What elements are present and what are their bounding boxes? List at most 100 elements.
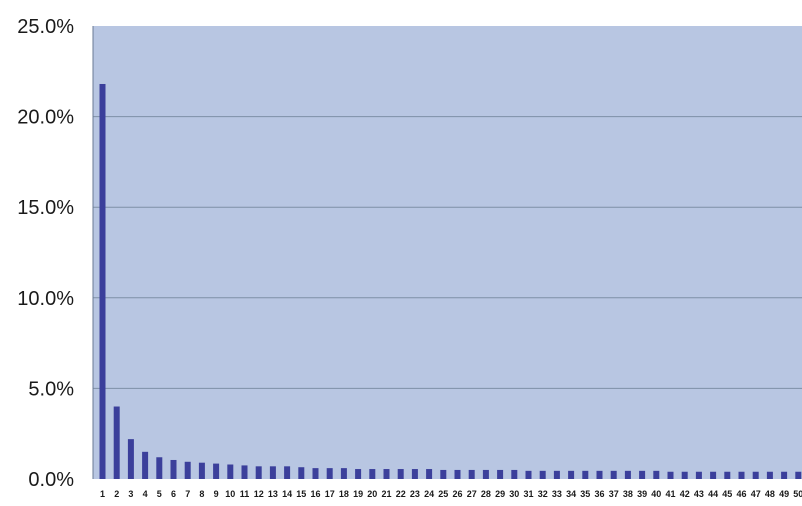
bar-45 xyxy=(724,471,731,479)
y-axis-ticks: 0.0% 5.0% 10.0% 15.0% 20.0% 25.0% xyxy=(17,16,74,491)
x-tick-label: 22 xyxy=(396,489,406,499)
x-tick-label: 20 xyxy=(367,489,377,499)
x-tick-label: 7 xyxy=(185,489,190,499)
plot-area xyxy=(93,26,802,479)
bar-42 xyxy=(681,471,688,479)
x-tick-label: 23 xyxy=(410,489,420,499)
x-tick-label: 14 xyxy=(282,489,292,499)
bar-44 xyxy=(710,471,717,479)
bar-10 xyxy=(227,464,234,479)
x-tick-label: 21 xyxy=(381,489,391,499)
bar-40 xyxy=(653,470,660,479)
bar-7 xyxy=(184,461,191,479)
x-tick-label: 10 xyxy=(225,489,235,499)
bar-20 xyxy=(369,469,376,479)
x-tick-label: 8 xyxy=(199,489,204,499)
bar-41 xyxy=(667,471,674,479)
x-tick-label: 48 xyxy=(765,489,775,499)
x-tick-label: 26 xyxy=(452,489,462,499)
x-tick-label: 39 xyxy=(637,489,647,499)
bar-43 xyxy=(695,471,702,479)
bar-33 xyxy=(553,470,560,479)
bar-28 xyxy=(482,469,489,479)
y-tick-label: 10.0% xyxy=(17,288,74,310)
x-tick-label: 16 xyxy=(310,489,320,499)
bar-46 xyxy=(738,471,745,479)
x-tick-label: 1 xyxy=(100,489,105,499)
bar-24 xyxy=(426,469,433,479)
x-tick-label: 41 xyxy=(665,489,675,499)
x-tick-label: 2 xyxy=(114,489,119,499)
bar-29 xyxy=(497,469,504,479)
bar-13 xyxy=(269,466,276,479)
x-tick-label: 36 xyxy=(594,489,604,499)
x-tick-label: 32 xyxy=(538,489,548,499)
bar-1 xyxy=(99,83,106,479)
bar-32 xyxy=(539,470,546,479)
bar-4 xyxy=(142,451,149,479)
bar-27 xyxy=(468,469,475,479)
bar-3 xyxy=(127,439,134,479)
x-tick-label: 5 xyxy=(157,489,162,499)
bar-50 xyxy=(795,471,802,479)
x-tick-label: 18 xyxy=(339,489,349,499)
x-tick-label: 43 xyxy=(694,489,704,499)
x-tick-label: 29 xyxy=(495,489,505,499)
bar-35 xyxy=(582,470,589,479)
x-tick-label: 15 xyxy=(296,489,306,499)
bar-17 xyxy=(326,468,333,479)
y-tick-label: 25.0% xyxy=(17,16,74,38)
bar-2 xyxy=(113,406,120,479)
bar-30 xyxy=(511,469,518,479)
x-tick-label: 42 xyxy=(680,489,690,499)
bar-11 xyxy=(241,465,248,479)
bar-22 xyxy=(397,469,404,479)
x-tick-label: 37 xyxy=(609,489,619,499)
bar-12 xyxy=(255,466,262,479)
x-tick-label: 28 xyxy=(481,489,491,499)
gridlines xyxy=(92,26,802,479)
bar-26 xyxy=(454,469,461,479)
x-tick-label: 31 xyxy=(523,489,533,499)
bar-49 xyxy=(781,471,788,479)
x-tick-label: 33 xyxy=(552,489,562,499)
x-tick-label: 13 xyxy=(268,489,278,499)
x-axis-ticks: 1 2 3 4 5 6 7 8 9 10 11 12 13 14 15 16 17 18 19 20 21 22 23 24 2… xyxy=(100,489,802,499)
bar-8 xyxy=(198,462,205,479)
bar-14 xyxy=(284,466,291,479)
bar-36 xyxy=(596,470,603,479)
x-tick-label: 12 xyxy=(254,489,264,499)
bar-19 xyxy=(355,469,362,479)
x-tick-label: 17 xyxy=(325,489,335,499)
bar-31 xyxy=(525,470,532,479)
x-tick-label: 49 xyxy=(779,489,789,499)
x-tick-label: 11 xyxy=(240,489,250,499)
y-tick-label: 20.0% xyxy=(17,107,74,129)
bar-6 xyxy=(170,459,177,479)
bar-25 xyxy=(440,469,447,479)
x-tick-label: 47 xyxy=(751,489,761,499)
bar-5 xyxy=(156,457,163,479)
x-tick-label: 34 xyxy=(566,489,576,499)
bar-16 xyxy=(312,468,319,479)
x-tick-label: 45 xyxy=(722,489,732,499)
x-tick-label: 50 xyxy=(793,489,802,499)
x-tick-label: 30 xyxy=(509,489,519,499)
bar-47 xyxy=(752,471,759,479)
bar-18 xyxy=(340,468,347,479)
bars xyxy=(99,83,802,479)
x-tick-label: 40 xyxy=(651,489,661,499)
bar-21 xyxy=(383,469,390,479)
x-tick-label: 35 xyxy=(580,489,590,499)
bar-37 xyxy=(610,470,617,479)
bar-39 xyxy=(639,470,646,479)
x-tick-label: 27 xyxy=(467,489,477,499)
x-tick-label: 4 xyxy=(143,489,148,499)
bar-48 xyxy=(766,471,773,479)
x-tick-label: 6 xyxy=(171,489,176,499)
x-tick-label: 25 xyxy=(438,489,448,499)
x-tick-label: 38 xyxy=(623,489,633,499)
x-tick-label: 46 xyxy=(736,489,746,499)
